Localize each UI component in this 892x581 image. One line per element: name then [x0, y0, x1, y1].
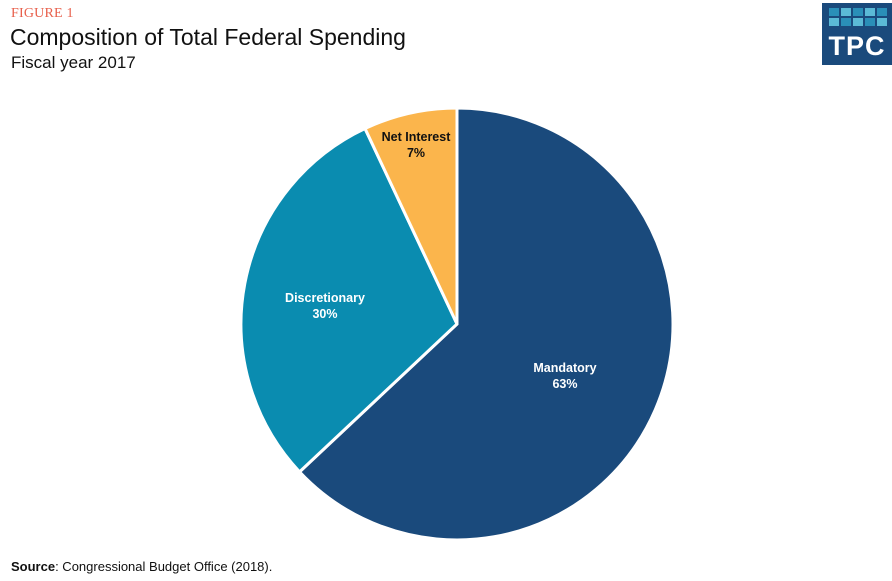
chart-title: Composition of Total Federal Spending — [10, 24, 406, 50]
logo-grid-cell — [865, 18, 875, 26]
pie-slice-mandatory — [298, 106, 675, 542]
logo-grid-icon — [829, 8, 887, 26]
logo-grid-cell — [877, 18, 887, 26]
source-note: Source: Congressional Budget Office (201… — [11, 559, 272, 574]
slice-label-value: 7% — [407, 146, 425, 160]
figure-label: FIGURE 1 — [11, 6, 74, 21]
tpc-logo: TPC — [822, 3, 892, 65]
logo-grid-cell — [829, 18, 839, 26]
logo-grid-cell — [877, 8, 887, 16]
logo-grid-cell — [853, 18, 863, 26]
logo-grid-cell — [853, 8, 863, 16]
slice-label-value: 30% — [312, 307, 337, 321]
pie-slice-net-interest — [363, 106, 459, 326]
slice-label-value: 63% — [552, 377, 577, 391]
logo-grid-cell — [865, 8, 875, 16]
slice-label-name: Net Interest — [382, 130, 452, 144]
source-label: Source — [11, 559, 56, 574]
pie-slice-discretionary — [239, 127, 459, 474]
logo-grid-cell — [841, 18, 851, 26]
logo-text: TPC — [828, 31, 886, 61]
slice-label-name: Discretionary — [285, 291, 365, 305]
source-text: : Congressional Budget Office (2018). — [55, 559, 273, 574]
logo-grid-cell — [841, 8, 851, 16]
logo-grid-cell — [829, 8, 839, 16]
chart-subtitle: Fiscal year 2017 — [11, 53, 136, 72]
slice-label-name: Mandatory — [533, 361, 596, 375]
